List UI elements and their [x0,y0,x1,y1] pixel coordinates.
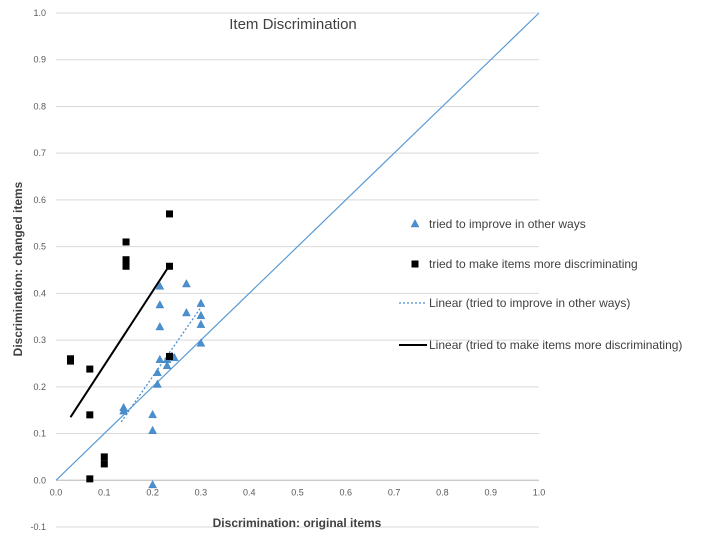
y-tick-label: 0.9 [33,55,46,65]
data-point-triangle [155,354,165,363]
legend-label-4: Linear (tried to make items more discrim… [429,338,682,352]
data-point-square [100,460,108,468]
data-point-triangle [196,310,206,319]
x-tick-label: 0.5 [291,487,304,497]
data-point-triangle [182,279,191,288]
data-point-triangle [182,308,191,317]
y-tick-label: 0.3 [33,335,46,345]
x-tick-label: 0.2 [146,487,159,497]
data-point-square [122,238,130,246]
data-point-square [166,352,174,360]
data-point-square [86,411,94,419]
reference-line-layer [55,12,540,481]
trendline-1 [120,307,202,423]
gridlines [56,12,539,528]
tick-labels-layer: -0.1 0.0 0.1 0.2 0.3 0.4 0.5 0.6 0.7 0.8 0.9 1.0 0.0… [30,8,545,532]
x-tick-label: 0.9 [484,487,497,497]
data-point-square [122,262,130,270]
x-tick-label: 0.1 [98,487,111,497]
y-tick-label: 0.4 [33,288,46,298]
y-tick-label: 0.1 [33,429,46,439]
legend-marker-square [411,260,419,268]
data-point-square [86,475,94,483]
legend: tried to improve in other ways tried to m… [399,217,682,352]
data-point-triangle [155,281,165,290]
data-point-square [66,357,74,365]
x-tick-label: 0.7 [388,487,401,497]
data-point-square [122,256,130,264]
data-point-triangle [148,425,157,434]
y-tick-label: 0.0 [33,475,46,485]
x-tick-label: 0.6 [340,487,353,497]
data-point-triangle [196,319,206,328]
y-tick-label: 0.5 [33,242,46,252]
x-tick-label: 0.4 [243,487,256,497]
data-point-square [86,365,94,373]
legend-label-1: tried to improve in other ways [429,217,586,231]
legend-label-3: Linear (tried to improve in other ways) [429,296,630,310]
trendline-2 [69,264,171,418]
data-point-square [166,262,174,270]
y-tick-label: 1.0 [33,8,46,18]
data-point-square [166,210,174,218]
y-tick-label: 0.8 [33,101,46,111]
data-point-triangle [162,360,172,369]
data-point-triangle [155,300,165,309]
data-point-triangle [148,480,157,489]
x-tick-label: 0.8 [436,487,449,497]
trendline-layer [69,264,202,423]
x-tick-label: 0.0 [50,487,63,497]
data-point-triangle [148,409,157,419]
reference-diagonal-line [55,12,540,481]
x-tick-label: 0.3 [195,487,208,497]
data-points-layer [66,210,206,489]
y-tick-label: 0.2 [33,382,46,392]
data-point-triangle [155,322,165,331]
x-tick-label: 1.0 [533,487,546,497]
data-point-triangle [153,367,162,376]
data-point-square [100,453,108,461]
y-tick-label: -0.1 [30,522,46,532]
chart-title: Item Discrimination [229,16,357,33]
y-tick-label: 0.7 [33,148,46,158]
y-axis-title: Discrimination: changed items [11,181,25,356]
data-point-triangle [153,379,162,388]
x-axis-title: Discrimination: original items [213,516,382,530]
data-point-triangle [119,406,128,415]
data-point-triangle [196,338,206,347]
y-tick-label: 0.6 [33,195,46,205]
legend-label-2: tried to make items more discriminating [429,257,638,271]
legend-marker-triangle [410,219,420,228]
data-point-triangle [196,298,206,307]
